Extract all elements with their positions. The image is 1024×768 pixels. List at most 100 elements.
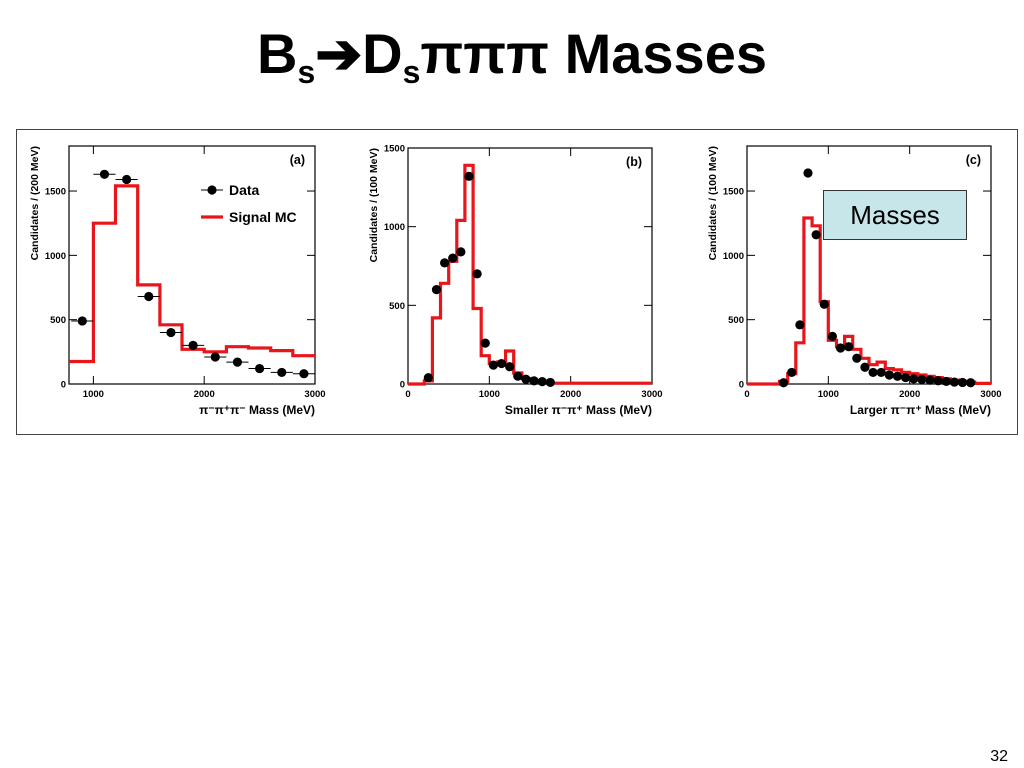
data-point [232, 357, 243, 367]
slide-title: Bs➔Dsπππ Masses [0, 14, 1024, 94]
data-point [917, 374, 927, 385]
panel-label: (c) [966, 153, 981, 167]
figure-frame: 1000 2000 3000 0 500 1000 1500 π⁻π⁺π⁻ Mass (MeV… [16, 129, 1018, 435]
data-point [957, 377, 968, 388]
x-tick-label: 1000 [818, 389, 839, 400]
data-point [521, 374, 531, 384]
x-tick-label: 0 [744, 389, 749, 400]
title-end: πππ Masses [420, 22, 767, 85]
x-tick-label: 3000 [641, 389, 662, 400]
data-point [949, 377, 960, 387]
data-point [448, 253, 458, 263]
data-point [488, 360, 498, 370]
data-point [892, 371, 903, 381]
data-point [909, 374, 919, 384]
title-d: D [362, 22, 403, 85]
data-point [545, 377, 555, 388]
data-point [440, 258, 450, 268]
data-point [77, 316, 87, 326]
arrow-icon: ➔ [315, 22, 363, 85]
data-point [795, 320, 805, 330]
x-tick-label: 2000 [899, 389, 920, 400]
x-tick-label: 0 [405, 389, 410, 400]
y-tick-label: 500 [728, 315, 744, 326]
data-point [188, 340, 198, 351]
data-point [779, 378, 789, 388]
plot-frame [746, 145, 992, 385]
data-point [472, 269, 482, 279]
data-point [876, 367, 886, 378]
x-tick-label: 3000 [304, 389, 325, 400]
y-tick-label: 0 [61, 380, 66, 391]
title-sub-s1: s [297, 54, 316, 90]
data-point [941, 376, 951, 387]
data-point [277, 367, 287, 378]
data-point [803, 168, 813, 178]
data-point [537, 377, 547, 387]
data-point [166, 327, 176, 338]
y-tick-label: 500 [389, 301, 405, 312]
y-tick-label: 1000 [723, 251, 744, 262]
y-tick-label: 1500 [723, 187, 744, 198]
data-point [496, 358, 507, 369]
x-tick-label: 3000 [980, 389, 1001, 400]
data-point [122, 174, 132, 185]
x-axis-label: Larger π⁻π⁺ Mass (MeV) [850, 403, 991, 417]
data-point [827, 331, 838, 341]
y-axis-label: Candidates / (200 MeV) [29, 146, 41, 260]
data-point [464, 171, 474, 181]
data-point [99, 169, 110, 179]
data-point [933, 376, 943, 386]
y-tick-label: 1500 [384, 144, 405, 155]
chart-panel-1: 1000 2000 3000 0 500 1000 1500 π⁻π⁺π⁻ Mass (MeV… [29, 145, 326, 417]
data-point [431, 285, 442, 295]
panel-label: (a) [290, 153, 305, 167]
x-tick-label: 1000 [83, 389, 104, 400]
x-tick-label: 2000 [194, 389, 215, 400]
plot-frame [407, 147, 653, 385]
slide-number: 32 [990, 748, 1008, 765]
data-point [835, 343, 846, 353]
y-axis-label: Candidates / (100 MeV) [707, 146, 719, 260]
chart-panel-3: 0 1000 2000 3000 0 500 1000 1500 Larger π⁻π⁺ Mas… [707, 145, 1002, 417]
legend-data-label: Data [229, 182, 260, 198]
data-point [144, 291, 154, 302]
y-tick-label: 0 [739, 380, 744, 391]
y-tick-label: 1500 [45, 187, 66, 198]
data-point [210, 352, 220, 362]
data-point [456, 247, 466, 257]
y-axis-label: Candidates / (100 MeV) [368, 148, 380, 262]
data-point [480, 338, 490, 348]
y-tick-label: 1000 [384, 222, 405, 233]
title-b: B [257, 22, 298, 85]
data-point [513, 371, 523, 381]
annotation-box: Masses [823, 190, 967, 240]
signal-mc-histogram [408, 163, 652, 386]
data-point [901, 372, 911, 383]
chart-panel-2: 0 1000 2000 3000 0 500 1000 1500 Smaller π⁻π⁺ Ma… [368, 144, 663, 418]
data-point [868, 367, 878, 378]
y-tick-label: 1000 [45, 251, 66, 262]
signal-mc-histogram [747, 216, 991, 386]
legend-mc-label: Signal MC [229, 209, 297, 225]
data-point [860, 362, 870, 372]
y-tick-label: 0 [400, 380, 405, 391]
histogram-panels: 1000 2000 3000 0 500 1000 1500 π⁻π⁺π⁻ Mass (MeV… [29, 144, 1002, 418]
data-point [423, 373, 433, 383]
data-point [529, 376, 539, 386]
data-point [505, 362, 515, 372]
x-axis-label: π⁻π⁺π⁻ Mass (MeV) [199, 403, 315, 417]
data-point [819, 299, 829, 309]
data-point [884, 370, 894, 380]
panel-label: (b) [626, 155, 642, 169]
data-point [299, 369, 309, 379]
data-point [925, 375, 935, 385]
y-tick-label: 500 [50, 315, 66, 326]
data-point [811, 230, 821, 240]
plot-frame [68, 145, 316, 385]
data-point [844, 342, 854, 352]
x-tick-label: 2000 [560, 389, 581, 400]
legend-data-marker [207, 185, 217, 195]
x-axis-label: Smaller π⁻π⁺ Mass (MeV) [505, 403, 652, 417]
title-sub-s2: s [402, 54, 421, 90]
